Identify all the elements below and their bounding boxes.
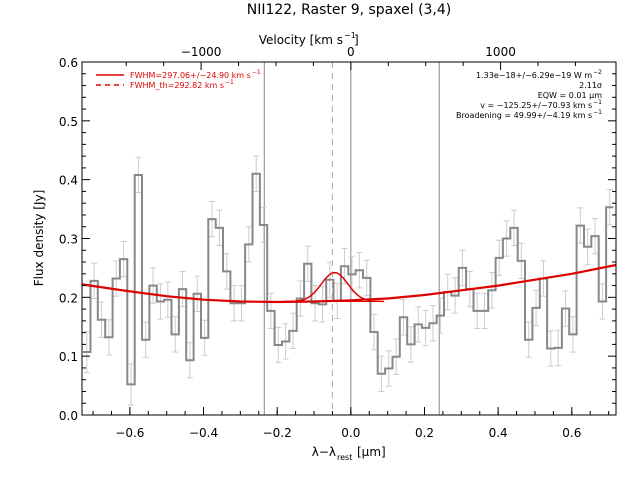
y-tick-label: 0.4 bbox=[59, 174, 78, 188]
annotation-sup: −1 bbox=[593, 109, 602, 116]
legend-sup: −1 bbox=[225, 79, 234, 86]
y-tick-label: 0.3 bbox=[59, 233, 78, 247]
top-tick-label: −1000 bbox=[181, 45, 222, 59]
x-axis-label: λ−λ bbox=[312, 445, 336, 459]
legend: FWHM=297.06+/−24.90 km s −1FWHM_th=292.82… bbox=[96, 69, 261, 90]
top-axis-end: ] bbox=[354, 33, 359, 47]
legend-label: FWHM=297.06+/−24.90 km s bbox=[130, 71, 251, 80]
x-axis-sub: rest bbox=[337, 453, 352, 462]
x-tick-label: −0.4 bbox=[189, 426, 218, 440]
legend-sup: −1 bbox=[252, 69, 261, 76]
legend-label: FWHM_th=292.82 km s bbox=[130, 81, 224, 90]
top-tick-label: 1000 bbox=[485, 45, 516, 59]
top-axis-title: Velocity [km s −1 ] bbox=[259, 31, 359, 47]
continuum-fit-line bbox=[81, 263, 617, 304]
chart-title: NII122, Raster 9, spaxel (3,4) bbox=[247, 2, 452, 18]
top-tick-label: 0 bbox=[347, 45, 355, 59]
annotation-text: Broadening = 49.99+/−4.19 km s bbox=[456, 111, 592, 120]
top-axis-label: Velocity [km s bbox=[259, 33, 343, 47]
annotation-sup: −2 bbox=[593, 69, 602, 76]
annotation-text: 1.33e−18+/−6.29e−19 W m bbox=[476, 71, 592, 80]
annotation-text: 2.11σ bbox=[579, 81, 602, 90]
y-tick-label: 0.5 bbox=[59, 115, 78, 129]
x-tick-label: 0.0 bbox=[341, 426, 360, 440]
x-axis-unit: [μm] bbox=[357, 445, 386, 459]
x-tick-label: 0.4 bbox=[489, 426, 508, 440]
x-axis-title: λ−λ rest [μm] bbox=[312, 445, 386, 462]
x-tick-label: 0.6 bbox=[562, 426, 581, 440]
spectrum-line bbox=[83, 172, 614, 386]
x-tick-label: −0.6 bbox=[115, 426, 144, 440]
y-tick-label: 0.2 bbox=[59, 291, 78, 305]
y-axis-title: Flux density [Jy] bbox=[32, 190, 46, 287]
x-tick-label: −0.2 bbox=[263, 426, 292, 440]
x-tick-label: 0.2 bbox=[415, 426, 434, 440]
y-axis-label: Flux density [Jy] bbox=[32, 190, 46, 287]
annotation-text: v = −125.25+/−70.93 km s bbox=[480, 101, 592, 110]
y-tick-label: 0.1 bbox=[59, 350, 78, 364]
plot-area: −0.6 −0.4 −0.2 0.0 0.2 0.4 0.6 0.0 0.1 0.2 0.3 0.4 0… bbox=[59, 45, 617, 440]
y-tick-label: 0.6 bbox=[59, 56, 78, 70]
annotation-sup: −1 bbox=[593, 99, 602, 106]
gaussian-fit-line bbox=[284, 271, 384, 303]
annotation-text: EQW = 0.01 μm bbox=[538, 91, 602, 100]
y-tick-label: 0.0 bbox=[59, 409, 78, 423]
top-axis-sup: −1 bbox=[344, 31, 356, 40]
